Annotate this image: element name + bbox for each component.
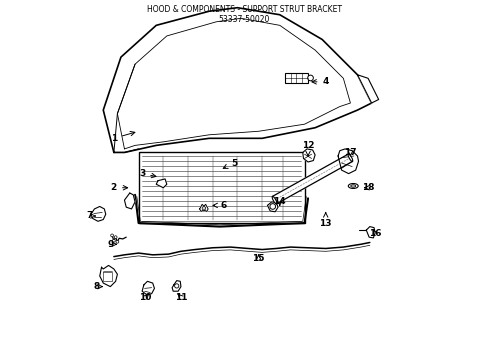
Text: 15: 15 [252, 254, 264, 263]
Circle shape [110, 234, 113, 237]
Ellipse shape [347, 184, 357, 188]
Circle shape [116, 240, 119, 243]
Text: 9: 9 [107, 240, 116, 249]
Text: 10: 10 [139, 293, 151, 302]
Text: 12: 12 [301, 141, 314, 156]
Polygon shape [302, 149, 314, 162]
Ellipse shape [347, 154, 352, 162]
Ellipse shape [272, 196, 276, 204]
Polygon shape [100, 265, 117, 287]
Circle shape [269, 204, 275, 209]
Polygon shape [337, 149, 358, 174]
Text: 8: 8 [93, 282, 102, 291]
Polygon shape [267, 202, 278, 212]
Text: 5: 5 [223, 158, 237, 168]
Ellipse shape [350, 185, 355, 187]
Circle shape [307, 75, 313, 81]
Text: 6: 6 [213, 201, 226, 210]
Text: 2: 2 [110, 183, 127, 192]
Polygon shape [103, 8, 371, 152]
Polygon shape [199, 204, 208, 211]
Polygon shape [156, 179, 166, 188]
Circle shape [112, 239, 115, 242]
Circle shape [202, 207, 205, 210]
Text: 3: 3 [139, 169, 156, 178]
Polygon shape [357, 75, 378, 103]
Text: 7: 7 [86, 211, 95, 220]
Text: 14: 14 [273, 197, 285, 206]
Text: 4: 4 [311, 77, 328, 86]
Text: HOOD & COMPONENTS - SUPPORT STRUT BRACKET
53337-50020: HOOD & COMPONENTS - SUPPORT STRUT BRACKE… [147, 5, 341, 24]
Polygon shape [142, 281, 154, 295]
Polygon shape [172, 280, 181, 291]
Polygon shape [366, 226, 374, 238]
Text: 18: 18 [361, 183, 373, 192]
Text: 16: 16 [368, 229, 381, 238]
Bar [285, 73, 307, 83]
Text: 13: 13 [319, 213, 331, 228]
Text: 1: 1 [110, 131, 135, 143]
Text: 11: 11 [174, 293, 187, 302]
Circle shape [174, 284, 179, 288]
Circle shape [114, 236, 117, 239]
Bar [138, 152, 304, 223]
Polygon shape [91, 207, 105, 221]
Polygon shape [124, 193, 135, 209]
Polygon shape [272, 154, 352, 204]
Text: 17: 17 [344, 148, 356, 157]
